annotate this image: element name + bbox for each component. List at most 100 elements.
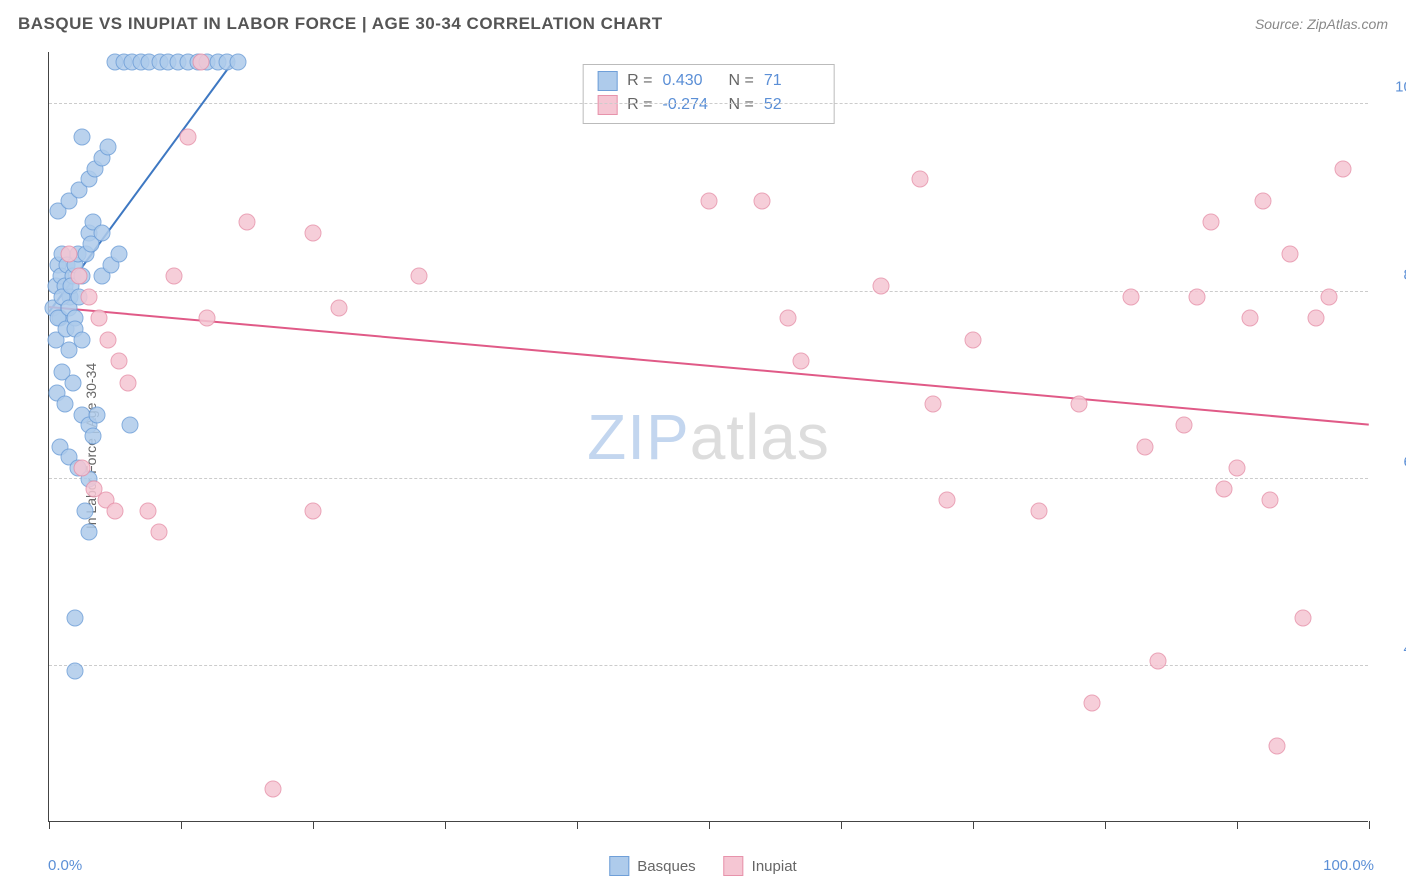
x-tick	[973, 821, 974, 829]
data-point	[1281, 246, 1298, 263]
chart-title: BASQUE VS INUPIAT IN LABOR FORCE | AGE 3…	[18, 14, 663, 34]
data-point	[305, 224, 322, 241]
data-point	[67, 609, 84, 626]
data-point	[1229, 460, 1246, 477]
data-point	[80, 524, 97, 541]
data-point	[71, 267, 88, 284]
data-point	[1215, 481, 1232, 498]
data-point	[120, 374, 137, 391]
y-tick-label: 100.0%	[1376, 79, 1406, 96]
data-point	[331, 299, 348, 316]
data-point	[938, 492, 955, 509]
x-axis-max-label: 100.0%	[1323, 857, 1374, 874]
chart-source: Source: ZipAtlas.com	[1255, 16, 1388, 32]
series-swatch	[597, 71, 617, 91]
data-point	[121, 417, 138, 434]
bottom-legend: Basques Inupiat	[609, 856, 796, 876]
data-point	[265, 780, 282, 797]
scatter-plot: ZIPatlas R = 0.430 N = 71 R = -0.274 N =…	[48, 52, 1368, 822]
legend-item: Basques	[609, 856, 695, 876]
data-point	[140, 502, 157, 519]
gridline	[49, 478, 1368, 479]
data-point	[229, 53, 246, 70]
data-point	[84, 428, 101, 445]
data-point	[753, 192, 770, 209]
x-tick	[1105, 821, 1106, 829]
data-point	[1321, 288, 1338, 305]
x-tick	[445, 821, 446, 829]
legend-label: Inupiat	[752, 858, 797, 875]
data-point	[107, 502, 124, 519]
data-point	[872, 278, 889, 295]
data-point	[1189, 288, 1206, 305]
data-point	[100, 331, 117, 348]
legend-label: Basques	[637, 858, 695, 875]
data-point	[1255, 192, 1272, 209]
gridline	[49, 291, 1368, 292]
data-point	[701, 192, 718, 209]
data-point	[64, 374, 81, 391]
data-point	[199, 310, 216, 327]
data-point	[925, 395, 942, 412]
data-point	[93, 224, 110, 241]
gridline	[49, 665, 1368, 666]
data-point	[1123, 288, 1140, 305]
stats-row: R = 0.430 N = 71	[597, 69, 820, 93]
data-point	[1268, 738, 1285, 755]
data-point	[74, 460, 91, 477]
chart-header: BASQUE VS INUPIAT IN LABOR FORCE | AGE 3…	[18, 14, 1388, 34]
data-point	[110, 246, 127, 263]
data-point	[110, 353, 127, 370]
data-point	[1202, 214, 1219, 231]
data-point	[76, 502, 93, 519]
correlation-stats-box: R = 0.430 N = 71 R = -0.274 N = 52	[582, 64, 835, 124]
data-point	[60, 246, 77, 263]
data-point	[1136, 438, 1153, 455]
data-point	[100, 139, 117, 156]
data-point	[1083, 695, 1100, 712]
data-point	[192, 53, 209, 70]
stats-row: R = -0.274 N = 52	[597, 93, 820, 117]
chart-area: ZIPatlas R = 0.430 N = 71 R = -0.274 N =…	[48, 52, 1368, 822]
data-point	[1176, 417, 1193, 434]
x-tick	[709, 821, 710, 829]
data-point	[239, 214, 256, 231]
data-point	[179, 128, 196, 145]
data-point	[1242, 310, 1259, 327]
data-point	[1308, 310, 1325, 327]
data-point	[1295, 609, 1312, 626]
data-point	[150, 524, 167, 541]
y-tick-label: 65.0%	[1376, 453, 1406, 470]
gridline	[49, 103, 1368, 104]
data-point	[780, 310, 797, 327]
x-axis-min-label: 0.0%	[48, 857, 82, 874]
data-point	[410, 267, 427, 284]
y-tick-label: 47.5%	[1376, 640, 1406, 657]
data-point	[1031, 502, 1048, 519]
x-tick	[49, 821, 50, 829]
data-point	[1262, 492, 1279, 509]
series-swatch	[597, 95, 617, 115]
x-tick	[577, 821, 578, 829]
watermark: ZIPatlas	[587, 400, 830, 474]
data-point	[56, 395, 73, 412]
series-swatch	[724, 856, 744, 876]
data-point	[1334, 160, 1351, 177]
series-swatch	[609, 856, 629, 876]
data-point	[80, 288, 97, 305]
data-point	[305, 502, 322, 519]
data-point	[88, 406, 105, 423]
data-point	[912, 171, 929, 188]
x-tick	[1237, 821, 1238, 829]
y-tick-label: 82.5%	[1376, 266, 1406, 283]
data-point	[67, 663, 84, 680]
data-point	[74, 331, 91, 348]
data-point	[1070, 395, 1087, 412]
data-point	[793, 353, 810, 370]
data-point	[74, 128, 91, 145]
x-tick	[841, 821, 842, 829]
data-point	[965, 331, 982, 348]
legend-item: Inupiat	[724, 856, 797, 876]
x-tick	[313, 821, 314, 829]
data-point	[91, 310, 108, 327]
